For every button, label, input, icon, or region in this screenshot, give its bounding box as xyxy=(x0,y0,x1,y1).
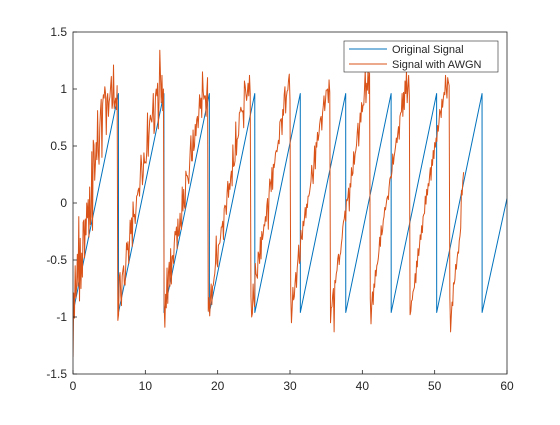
y-tick-label: -0.5 xyxy=(46,253,67,267)
x-axis: 0 10 20 30 40 50 60 xyxy=(70,370,514,393)
legend-label-original: Original Signal xyxy=(392,44,464,56)
y-tick-label: 0 xyxy=(60,196,67,210)
x-tick-label: 20 xyxy=(211,379,225,393)
series-layer xyxy=(73,49,507,357)
x-tick-label: 10 xyxy=(139,379,153,393)
x-tick-label: 50 xyxy=(428,379,442,393)
y-tick-label: 1 xyxy=(60,82,67,96)
y-tick-label: -1 xyxy=(56,310,67,324)
legend: Original Signal Signal with AWGN xyxy=(343,40,499,73)
y-tick-label: -1.5 xyxy=(46,367,67,381)
x-tick-label: 0 xyxy=(70,379,77,393)
y-tick-label: 1.5 xyxy=(50,25,67,39)
y-tick-label: 0.5 xyxy=(50,139,67,153)
legend-box xyxy=(343,40,499,73)
y-axis: -1.5 -1 -0.5 0 0.5 1 1.5 xyxy=(46,25,77,381)
x-tick-label: 60 xyxy=(500,379,514,393)
x-tick-label: 30 xyxy=(283,379,297,393)
x-tick-label: 40 xyxy=(356,379,370,393)
series-line-signal-with-awgn xyxy=(73,49,465,357)
legend-label-awgn: Signal with AWGN xyxy=(392,59,482,71)
